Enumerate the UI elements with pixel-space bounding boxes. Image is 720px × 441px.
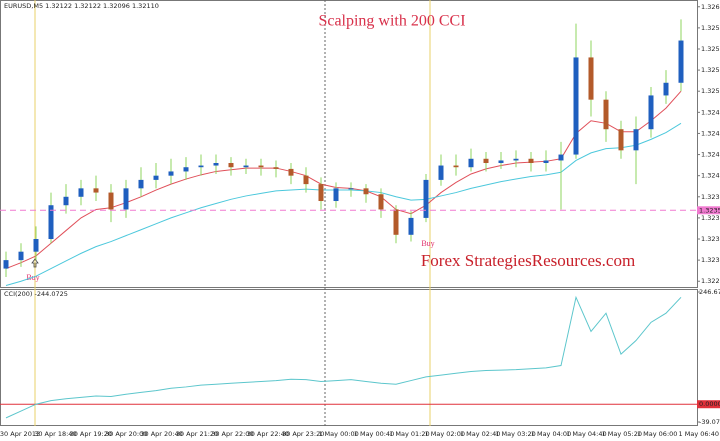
candle-body: [198, 165, 204, 168]
x-tick-label: 1 May 03:20: [495, 430, 535, 438]
price-panel: [0, 0, 698, 288]
symbol-label: EURUSD,M5 1.32122 1.32122 1.32096 1.3211…: [4, 2, 159, 10]
candle-body: [318, 184, 324, 202]
candle-body: [498, 160, 504, 164]
candle-body: [378, 194, 384, 210]
y-tick-label: 246.6735: [699, 288, 720, 296]
y-tick-label: -39.0725: [699, 418, 720, 426]
candle-body: [183, 167, 189, 172]
y-tick-label: 1.32300: [701, 256, 720, 264]
candle-body: [543, 160, 549, 164]
candle-body: [513, 158, 519, 161]
buy-arrow: [31, 258, 39, 268]
x-tick-label: 30 Apr 20:00: [105, 430, 147, 438]
candle-body: [303, 175, 309, 185]
price-tag-label: 1.32359: [699, 206, 720, 214]
watermark: Forex StrategiesResources.com: [421, 251, 635, 270]
y-tick-label: 1.32275: [701, 277, 720, 285]
y-tick-label: 1.32325: [701, 235, 720, 243]
candle-body: [678, 40, 684, 83]
candle-body: [483, 158, 489, 164]
y-tick-label: 1.32400: [701, 172, 720, 180]
x-tick-label: 1 May 05:20: [602, 430, 642, 438]
candle-body: [63, 196, 69, 206]
candle-body: [243, 165, 249, 168]
y-tick-label: 1.32450: [701, 129, 720, 137]
candle-body: [333, 188, 339, 202]
x-tick-label: 30 Apr 22:40: [247, 430, 289, 438]
candle-body: [423, 179, 429, 218]
candle-body: [3, 260, 9, 269]
candle-body: [78, 188, 84, 197]
candle-body: [438, 165, 444, 180]
x-tick-label: 1 May 06:40: [679, 430, 719, 438]
x-tick-label: 1 May 01:20: [389, 430, 429, 438]
candle-body: [108, 192, 114, 210]
cci-line: [5, 295, 682, 419]
y-tick-label: 1.32375: [701, 193, 720, 201]
zero-tag: [697, 400, 720, 409]
candle-body: [348, 188, 354, 190]
indicator-label: CCI(200) -244.0725: [4, 290, 68, 298]
candle-body: [363, 188, 369, 195]
candle-body: [468, 158, 474, 168]
y-tick-label: 0.000000: [699, 400, 720, 408]
x-tick-label: 1 May 02:40: [460, 430, 500, 438]
candle-body: [528, 158, 534, 164]
candle-body: [18, 251, 24, 261]
x-tick-label: 30 Apr 18:40: [34, 430, 76, 438]
candle-body: [168, 171, 174, 176]
candle-body: [663, 82, 669, 96]
x-tick-label: 1 May 06:00: [637, 430, 677, 438]
x-tick-label: 30 Apr 2013: [0, 430, 40, 438]
price-tag: [697, 206, 720, 215]
x-tick-label: 1 May 04:00: [531, 430, 571, 438]
cci-panel: [0, 289, 698, 426]
candle-body: [93, 188, 99, 193]
candle-body: [588, 57, 594, 100]
candle-body: [393, 209, 399, 235]
y-tick-label: 1.32550: [701, 45, 720, 53]
x-tick-label: 1 May 04:40: [566, 430, 606, 438]
x-tick-label: 1 May 02:00: [425, 430, 465, 438]
candle-body: [123, 188, 129, 210]
candle-body: [603, 99, 609, 130]
buy-label: Buy: [421, 239, 434, 248]
candle-body: [33, 239, 39, 252]
candle-body: [408, 217, 414, 235]
x-tick-label: 1 May 00:00: [318, 430, 358, 438]
x-tick-label: 30 Apr 21:20: [176, 430, 218, 438]
x-tick-label: 30 Apr 19:20: [70, 430, 112, 438]
candle-body: [138, 179, 144, 189]
y-tick-label: 1.32500: [701, 87, 720, 95]
candle-body: [273, 167, 279, 169]
y-tick-label: 1.32475: [701, 108, 720, 116]
x-tick-label: 30 Apr 20:40: [140, 430, 182, 438]
candle-body: [453, 165, 459, 168]
x-tick-label: 1 May 00:40: [354, 430, 394, 438]
candle-body: [228, 163, 234, 168]
candle-body: [258, 165, 264, 168]
y-tick-label: 1.32525: [701, 66, 720, 74]
chart-title: Scalping with 200 CCI: [318, 13, 465, 30]
moving-average: [5, 90, 682, 270]
candle-body: [648, 95, 654, 130]
y-tick-label: 1.32425: [701, 151, 720, 159]
y-tick-label: 1.32600: [701, 3, 720, 11]
candle-body: [573, 57, 579, 155]
x-tick-label: 30 Apr 23:20: [282, 430, 324, 438]
candle-body: [288, 168, 294, 176]
candle-body: [618, 129, 624, 151]
candle-body: [153, 175, 159, 180]
y-tick-label: 1.32350: [701, 214, 720, 222]
candle-body: [213, 163, 219, 166]
x-tick-label: 30 Apr 22:00: [211, 430, 253, 438]
candle-body: [48, 205, 54, 240]
moving-average: [5, 122, 682, 286]
candle-body: [633, 129, 639, 151]
y-tick-label: 1.32575: [701, 24, 720, 32]
candle-body: [558, 154, 564, 161]
